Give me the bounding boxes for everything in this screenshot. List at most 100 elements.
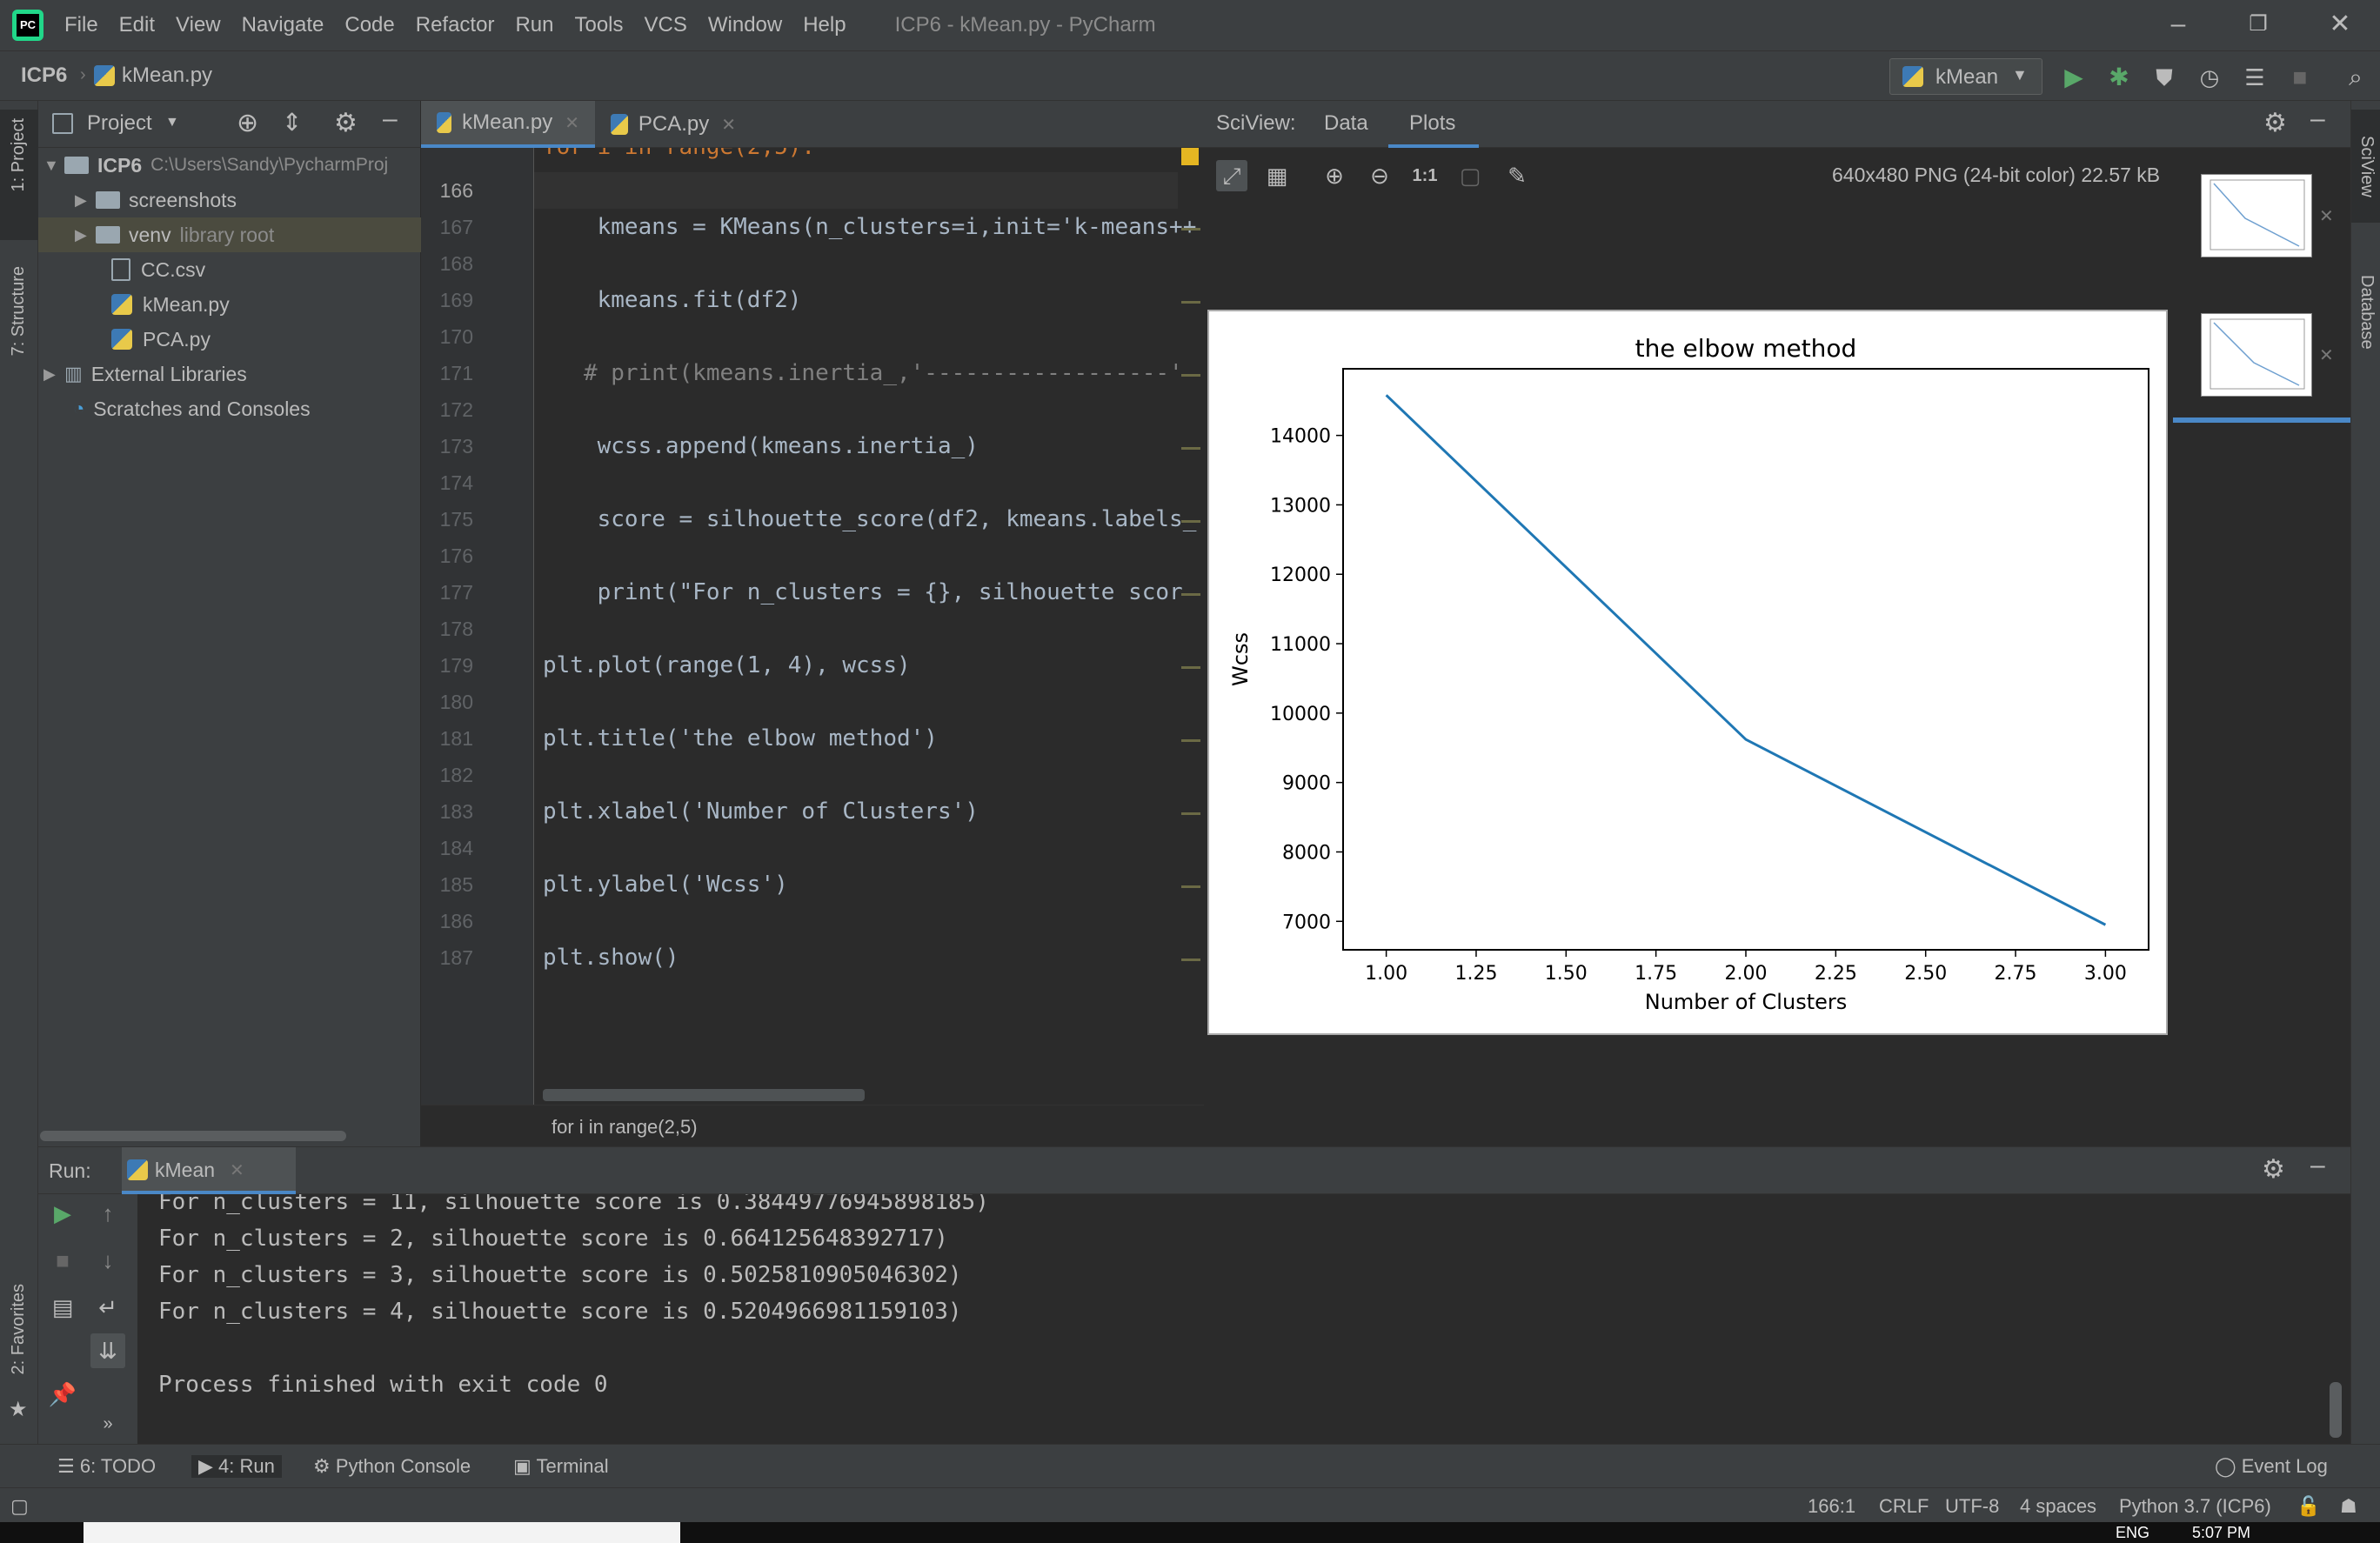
todo-tool-button[interactable]: ☰ 6: TODO bbox=[57, 1455, 157, 1477]
menu-file[interactable]: File bbox=[64, 13, 98, 37]
warning-indicator-icon[interactable] bbox=[1181, 148, 1199, 165]
debug-button[interactable]: ✱ bbox=[2109, 63, 2129, 90]
python-console-button[interactable]: ⚙ Python Console bbox=[313, 1455, 471, 1477]
inspector-icon[interactable]: ☗ bbox=[2340, 1495, 2357, 1517]
change-marker[interactable] bbox=[1181, 739, 1200, 742]
line-separator[interactable]: CRLF bbox=[1879, 1495, 1929, 1517]
stop-button[interactable]: ■ bbox=[56, 1247, 70, 1273]
zoom-in-icon[interactable]: ⊕ bbox=[1325, 163, 1344, 189]
file-encoding[interactable]: UTF-8 bbox=[1945, 1495, 2000, 1517]
pin-icon[interactable]: 📌 bbox=[48, 1381, 77, 1407]
menu-help[interactable]: Help bbox=[803, 13, 846, 37]
run-button[interactable]: ▶ bbox=[2064, 63, 2083, 90]
coverage-button[interactable]: ⛊ bbox=[2156, 64, 2173, 90]
tree-item-pca[interactable]: PCA.py bbox=[111, 322, 211, 357]
fit-to-screen-icon[interactable]: ⤢ bbox=[1216, 160, 1247, 191]
tab-data[interactable]: Data bbox=[1324, 111, 1368, 135]
gear-icon[interactable]: ⚙ bbox=[2263, 109, 2287, 137]
project-view-select[interactable]: Project bbox=[87, 111, 152, 135]
restore-icon[interactable]: ❐ bbox=[2249, 12, 2268, 36]
change-marker[interactable] bbox=[1181, 447, 1200, 450]
menu-vcs[interactable]: VCS bbox=[644, 13, 687, 37]
run-tab-kmean[interactable]: kMean ✕ bbox=[122, 1147, 296, 1194]
change-marker[interactable] bbox=[1181, 666, 1200, 669]
scroll-down-icon[interactable]: ↓ bbox=[102, 1247, 114, 1273]
menu-window[interactable]: Window bbox=[707, 13, 783, 37]
close-icon[interactable]: ✕ bbox=[2329, 10, 2351, 38]
editor-breadcrumb[interactable]: for i in range(2,5) bbox=[552, 1116, 698, 1138]
horizontal-scrollbar[interactable] bbox=[40, 1131, 346, 1141]
rerun-button[interactable]: ▶ bbox=[54, 1200, 71, 1226]
breadcrumb-file[interactable]: kMean.py bbox=[122, 63, 213, 87]
menu-tools[interactable]: Tools bbox=[574, 13, 624, 37]
change-marker[interactable] bbox=[1181, 520, 1200, 523]
grid-icon[interactable]: ▦ bbox=[1266, 163, 1288, 189]
close-tab-icon[interactable]: ✕ bbox=[721, 115, 736, 135]
terminal-button[interactable]: ▣ Terminal bbox=[513, 1455, 609, 1477]
soft-wrap-icon[interactable]: ↵ bbox=[98, 1294, 117, 1320]
tab-plots[interactable]: Plots bbox=[1409, 111, 1456, 135]
close-tab-icon[interactable]: ✕ bbox=[230, 1161, 244, 1180]
tab-pca[interactable]: PCA.py ✕ bbox=[595, 101, 752, 148]
gear-icon[interactable]: ⚙ bbox=[334, 109, 358, 137]
scroll-up-icon[interactable]: ↑ bbox=[102, 1200, 114, 1226]
change-marker[interactable] bbox=[1181, 812, 1200, 815]
menu-navigate[interactable]: Navigate bbox=[241, 13, 324, 37]
tab-kmean[interactable]: kMean.py ✕ bbox=[421, 101, 595, 148]
change-marker[interactable] bbox=[1181, 374, 1200, 377]
console-output[interactable]: For n_clusters = 11, silhouette score is… bbox=[137, 1194, 2350, 1445]
locate-icon[interactable]: ⊕ bbox=[237, 109, 259, 137]
tree-item-cc-csv[interactable]: CC.csv bbox=[111, 252, 205, 287]
stop-button[interactable]: ■ bbox=[2292, 63, 2308, 90]
database-tool-tab[interactable]: Database bbox=[2351, 249, 2380, 371]
scroll-to-end-icon[interactable]: ⇊ bbox=[90, 1333, 125, 1368]
python-interpreter[interactable]: Python 3.7 (ICP6) bbox=[2119, 1495, 2271, 1517]
change-marker[interactable] bbox=[1181, 959, 1200, 961]
menu-run[interactable]: Run bbox=[515, 13, 554, 37]
change-marker[interactable] bbox=[1181, 593, 1200, 596]
run-config-select[interactable]: kMean ▼ bbox=[1889, 58, 2042, 95]
menu-view[interactable]: View bbox=[176, 13, 221, 37]
search-icon[interactable]: ⌕ bbox=[2349, 63, 2363, 90]
keyboard-language[interactable]: ENG bbox=[2116, 1524, 2150, 1541]
tree-item-venv[interactable]: ▶ venv library root bbox=[38, 217, 421, 252]
hide-panel-icon[interactable]: – bbox=[383, 104, 398, 133]
clock[interactable]: 5:07 PM bbox=[2192, 1524, 2251, 1541]
zoom-out-icon[interactable]: ⊖ bbox=[1370, 163, 1389, 189]
close-tab-icon[interactable]: ✕ bbox=[565, 113, 579, 133]
hide-panel-icon[interactable]: – bbox=[2310, 104, 2325, 133]
tree-item-scratches[interactable]: ◔ Scratches and Consoles bbox=[73, 391, 311, 426]
plot-thumbnail-1[interactable] bbox=[2201, 174, 2312, 257]
gear-icon[interactable]: ⚙ bbox=[2262, 1155, 2285, 1184]
caret-position[interactable]: 166:1 bbox=[1808, 1495, 1856, 1517]
tree-item-screenshots[interactable]: ▶ screenshots bbox=[75, 183, 237, 217]
taskbar-search-box[interactable] bbox=[84, 1522, 680, 1543]
lock-icon[interactable]: 🔓 bbox=[2296, 1495, 2321, 1517]
collapse-all-icon[interactable]: ⇕ bbox=[282, 109, 303, 136]
event-log-button[interactable]: ◯ Event Log bbox=[2215, 1455, 2328, 1477]
toggle-tool-windows-icon[interactable]: ▢ bbox=[10, 1495, 29, 1517]
plot-image[interactable]: the elbow method Number of Clusters Wcss 1.… bbox=[1207, 310, 2168, 1035]
close-thumbnail-icon[interactable]: ✕ bbox=[2319, 346, 2334, 365]
tree-item-external-libraries[interactable]: ▶ ▥ External Libraries bbox=[43, 357, 247, 391]
tree-item-kmean[interactable]: kMean.py bbox=[111, 287, 230, 322]
change-marker[interactable] bbox=[1181, 228, 1200, 230]
run-tool-button[interactable]: ▶ 4: Run bbox=[191, 1455, 282, 1478]
background-icon[interactable]: ▢ bbox=[1459, 163, 1481, 189]
more-icon[interactable]: » bbox=[103, 1414, 113, 1433]
sciview-tool-tab[interactable]: SciView bbox=[2351, 110, 2380, 223]
project-tool-tab[interactable]: 1: Project bbox=[0, 110, 38, 240]
indent-setting[interactable]: 4 spaces bbox=[2020, 1495, 2097, 1517]
actual-size-button[interactable]: 1:1 bbox=[1412, 166, 1438, 185]
concurrency-button[interactable]: ☰ bbox=[2244, 64, 2265, 90]
menu-edit[interactable]: Edit bbox=[118, 13, 156, 37]
color-picker-icon[interactable]: ✎ bbox=[1508, 163, 1527, 189]
plot-thumbnail-2[interactable] bbox=[2201, 313, 2312, 397]
console-scrollbar[interactable] bbox=[2330, 1382, 2342, 1438]
profile-button[interactable]: ◷ bbox=[2199, 64, 2220, 90]
minimize-icon[interactable]: – bbox=[2170, 10, 2186, 38]
chevron-down-icon[interactable]: ▼ bbox=[165, 115, 179, 130]
layout-icon[interactable]: ▤ bbox=[51, 1294, 74, 1320]
error-stripe[interactable] bbox=[1178, 148, 1204, 1146]
menu-refactor[interactable]: Refactor bbox=[415, 13, 495, 37]
